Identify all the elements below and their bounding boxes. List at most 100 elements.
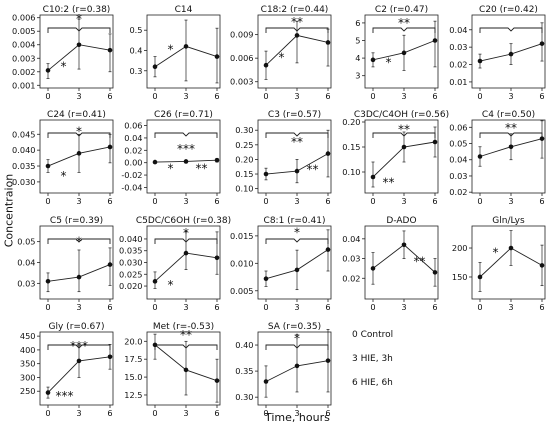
x-tick-label: 3 — [183, 196, 188, 206]
y-axis-label: Concentraion — [2, 173, 16, 247]
data-point — [294, 168, 300, 174]
significance-bracket — [47, 238, 111, 244]
plot-frame — [257, 119, 332, 194]
x-tick-label: 6 — [539, 302, 544, 312]
panel-title: C3 (r=0.57) — [268, 110, 321, 120]
y-tick-label: 0.05 — [449, 139, 467, 149]
y-tick-label: 0.06 — [449, 122, 467, 132]
panel-title: C8:1 (r=0.41) — [264, 216, 326, 226]
data-point — [294, 33, 300, 38]
data-point — [401, 144, 407, 150]
data-point — [107, 144, 113, 150]
x-tick-label: 6 — [432, 91, 437, 101]
y-tick-label: 250 — [20, 386, 36, 396]
panel-title: C5 (r=0.39) — [50, 216, 103, 226]
data-point — [263, 171, 269, 177]
data-point — [152, 159, 158, 165]
y-tick-label: 0.030 — [12, 177, 35, 187]
plot-frame — [257, 331, 332, 406]
legend-item-control: 0 Control — [352, 330, 394, 340]
data-point — [214, 255, 220, 261]
x-tick-label: 6 — [539, 91, 544, 101]
data-point — [76, 274, 82, 280]
plot-frame — [39, 331, 114, 406]
y-tick-label: 0.03 — [449, 171, 467, 181]
panel-8: C3DC/C4OH (r=0.56) 0.10 0.15 0.20 0 3 6 ** ** — [342, 110, 449, 206]
x-tick-label: 3 — [294, 408, 299, 418]
panel-title: Gly (r=0.67) — [49, 322, 105, 332]
y-tick-label: 0.035 — [119, 246, 142, 256]
y-tick-label: 0.006 — [12, 13, 35, 23]
x-tick-label: 6 — [107, 408, 112, 418]
panel-title: C2 (r=0.47) — [375, 5, 428, 15]
y-tick-label: 0.15 — [342, 142, 360, 152]
x-tick-label: 6 — [432, 196, 437, 206]
y-tick-label: 0.004 — [12, 40, 35, 50]
y-tick-label: 0.020 — [119, 281, 142, 291]
data-point — [214, 378, 220, 383]
data-point — [370, 266, 376, 271]
data-point — [294, 363, 300, 369]
x-tick-label: 6 — [214, 91, 219, 101]
panel-title: C18:2 (r=0.44) — [261, 5, 329, 15]
significance-stars: ** — [414, 255, 426, 269]
y-tick-label: 0.010 — [230, 258, 253, 268]
x-tick-label: 3 — [401, 91, 406, 101]
panel-1: C14 0.3 0.4 0.5 0 3 6 * — [129, 5, 221, 101]
panel-title: SA (r=0.35) — [268, 322, 321, 332]
data-point — [76, 358, 82, 364]
y-tick-label: 0.01 — [449, 77, 467, 87]
x-tick-label: 3 — [401, 302, 406, 312]
significance-stars: ** — [180, 328, 192, 342]
significance-stars: * — [76, 125, 82, 139]
y-tick-label: 0.002 — [12, 67, 35, 77]
x-tick-label: 3 — [76, 91, 81, 101]
significance-stars: ** — [505, 121, 517, 135]
y-tick-label: 0.040 — [12, 145, 35, 155]
data-point — [294, 267, 300, 273]
y-tick-label: 0.03 — [449, 42, 467, 52]
significance-stars: * — [294, 226, 300, 240]
x-tick-label: 3 — [508, 302, 513, 312]
panel-0: C10:2 (r=0.38) 0.001 0.002 0.003 0.004 0.005 0… — [12, 5, 114, 101]
data-point — [263, 276, 269, 281]
x-tick-label: 6 — [325, 408, 330, 418]
x-tick-label: 6 — [107, 91, 112, 101]
data-point — [107, 47, 113, 53]
panel-6: C26 (r=0.71) -0.04 -0.02 0.00 0.02 0.04 0.06 0 3… — [121, 110, 221, 206]
y-tick-label: 0.25 — [235, 140, 253, 150]
panel-title: C20 (r=0.42) — [479, 5, 538, 15]
significance-stars: * — [61, 59, 67, 73]
x-tick-label: 0 — [263, 302, 268, 312]
x-tick-label: 0 — [152, 91, 157, 101]
y-tick-label: 0.005 — [230, 286, 253, 296]
significance-stars: ** — [291, 135, 303, 149]
panel-title: C14 — [175, 5, 193, 15]
y-tick-label: 0.30 — [235, 125, 253, 135]
x-tick-label: 3 — [294, 302, 299, 312]
y-tick-label: 0.030 — [119, 258, 142, 268]
x-tick-label: 3 — [76, 408, 81, 418]
data-point — [107, 354, 113, 360]
x-tick-label: 3 — [294, 196, 299, 206]
data-point — [263, 379, 269, 384]
significance-stars: ** — [291, 15, 303, 29]
y-tick-label: 0.04 — [449, 25, 467, 35]
significance-stars: *** — [56, 389, 74, 403]
data-point — [45, 390, 51, 395]
y-tick-label: 450 — [20, 331, 36, 341]
data-point — [370, 174, 376, 180]
panel-title: C26 (r=0.71) — [154, 110, 213, 120]
y-tick-label: 0.045 — [12, 129, 35, 139]
y-tick-label: 200 — [452, 243, 468, 253]
y-tick-label: 0.006 — [230, 53, 253, 63]
data-point — [214, 54, 220, 59]
significance-stars: * — [76, 235, 82, 249]
panel-title: C3DC/C4OH (r=0.56) — [354, 110, 449, 120]
y-tick-label: 0.02 — [449, 60, 467, 70]
plot-frame — [364, 14, 439, 89]
data-point — [76, 42, 82, 48]
y-tick-label: 0.04 — [342, 234, 360, 244]
y-tick-label: 17.5 — [124, 354, 142, 364]
